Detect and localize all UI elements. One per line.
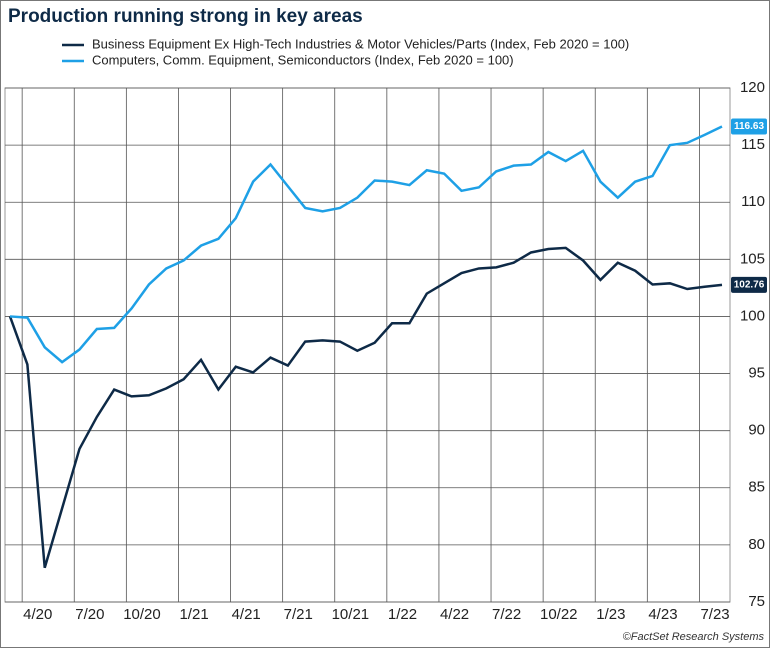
y-tick-label: 115 — [741, 136, 765, 153]
x-tick-label: 7/20 — [75, 606, 104, 623]
y-tick-label: 85 — [748, 479, 765, 496]
value-label-box — [731, 276, 767, 293]
y-tick-label: 75 — [748, 593, 765, 610]
y-tick-label: 105 — [740, 250, 765, 267]
x-tick-label: 1/23 — [596, 606, 625, 623]
series-line — [8, 246, 723, 569]
x-tick-label: 4/20 — [23, 606, 52, 623]
x-tick-label: 1/22 — [388, 606, 417, 623]
legend-label: Business Equipment Ex High-Tech Industri… — [92, 36, 629, 51]
chart-title: Production running strong in key areas — [8, 6, 363, 27]
x-tick-label: 1/21 — [179, 606, 208, 623]
value-label: 102.76 — [734, 280, 765, 291]
x-tick-label: 10/21 — [332, 606, 370, 623]
y-tick-label: 80 — [748, 536, 765, 553]
x-tick-label: 4/22 — [440, 606, 469, 623]
value-label: 116.63 — [734, 121, 764, 132]
x-tick-label: 4/23 — [648, 606, 677, 623]
x-tick-label: 4/21 — [232, 606, 261, 623]
value-label-box — [731, 118, 767, 135]
series-line — [9, 125, 723, 364]
x-tick-label: 10/22 — [540, 606, 578, 623]
source: ©FactSet Research Systems — [623, 631, 765, 643]
x-tick-label: 7/21 — [284, 606, 313, 623]
legend-label: Computers, Comm. Equipment, Semiconducto… — [92, 52, 514, 67]
y-tick-label: 90 — [748, 422, 765, 439]
x-tick-label: 7/22 — [492, 606, 521, 623]
x-tick-label: 7/23 — [700, 606, 729, 623]
y-tick-label: 120 — [740, 79, 765, 96]
y-tick-label: 95 — [748, 365, 765, 382]
x-tick-label: 10/20 — [123, 606, 161, 623]
y-tick-label: 110 — [741, 193, 765, 210]
y-tick-label: 100 — [740, 307, 765, 324]
